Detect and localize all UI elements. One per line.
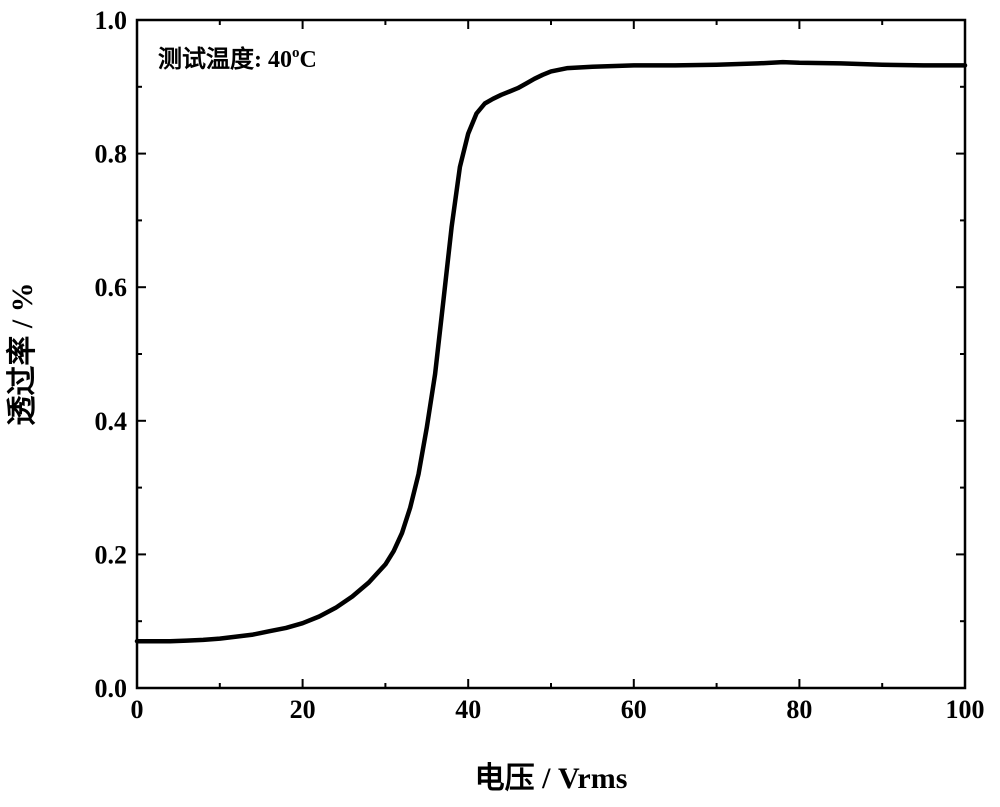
x-axis-title: 电压 / Vrms <box>475 762 628 795</box>
annotation-unit: C <box>300 47 317 73</box>
y-tick-label: 0.0 <box>95 674 128 703</box>
axes-layer <box>137 20 965 688</box>
y-tick-label: 0.8 <box>95 140 128 169</box>
series-line-0 <box>137 62 965 641</box>
x-tick-label: 60 <box>621 695 647 724</box>
plot-frame <box>137 20 965 688</box>
x-tick-label: 40 <box>455 695 481 724</box>
x-tick-label: 80 <box>786 695 812 724</box>
x-tick-label: 20 <box>290 695 316 724</box>
x-tick-label: 0 <box>131 695 144 724</box>
annotation-superscript: o <box>292 45 300 61</box>
series-layer <box>137 62 965 641</box>
y-tick-label: 0.6 <box>95 273 128 302</box>
y-axis-title: 透过率 / % <box>6 282 39 425</box>
y-tick-label: 1.0 <box>95 6 128 35</box>
y-tick-label: 0.4 <box>95 407 128 436</box>
annotation-main-text: 测试温度: 40 <box>158 45 292 73</box>
x-tick-label: 100 <box>946 695 985 724</box>
ticks-layer: 0 20 40 60 80 100 0.0 0.2 0.4 0.6 0.8 1.0 <box>95 6 985 724</box>
temperature-annotation: 测试温度: 40oC <box>158 45 317 73</box>
y-tick-label: 0.2 <box>95 540 128 569</box>
